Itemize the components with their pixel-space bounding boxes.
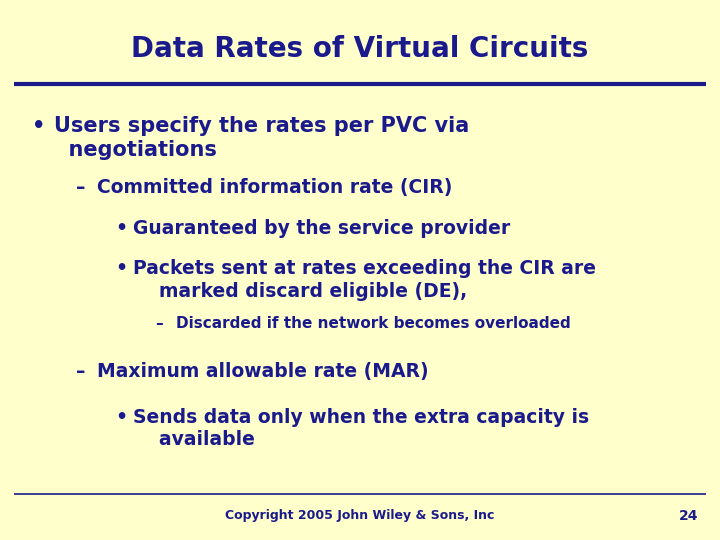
- Text: Users specify the rates per PVC via
  negotiations: Users specify the rates per PVC via nego…: [54, 116, 469, 160]
- Text: •: •: [115, 259, 127, 278]
- Text: Packets sent at rates exceeding the CIR are
    marked discard eligible (DE),: Packets sent at rates exceeding the CIR …: [133, 259, 596, 301]
- Text: Committed information rate (CIR): Committed information rate (CIR): [97, 178, 453, 197]
- Text: •: •: [32, 116, 46, 136]
- Text: •: •: [115, 219, 127, 238]
- Text: Sends data only when the extra capacity is
    available: Sends data only when the extra capacity …: [133, 408, 590, 449]
- Text: Copyright 2005 John Wiley & Sons, Inc: Copyright 2005 John Wiley & Sons, Inc: [225, 509, 495, 522]
- Text: –: –: [76, 178, 85, 197]
- Text: •: •: [115, 408, 127, 427]
- Text: 24: 24: [679, 509, 698, 523]
- Text: Guaranteed by the service provider: Guaranteed by the service provider: [133, 219, 510, 238]
- Text: Maximum allowable rate (MAR): Maximum allowable rate (MAR): [97, 362, 429, 381]
- Text: Discarded if the network becomes overloaded: Discarded if the network becomes overloa…: [176, 316, 571, 331]
- Text: –: –: [155, 316, 163, 331]
- Text: Data Rates of Virtual Circuits: Data Rates of Virtual Circuits: [131, 35, 589, 63]
- Text: –: –: [76, 362, 85, 381]
